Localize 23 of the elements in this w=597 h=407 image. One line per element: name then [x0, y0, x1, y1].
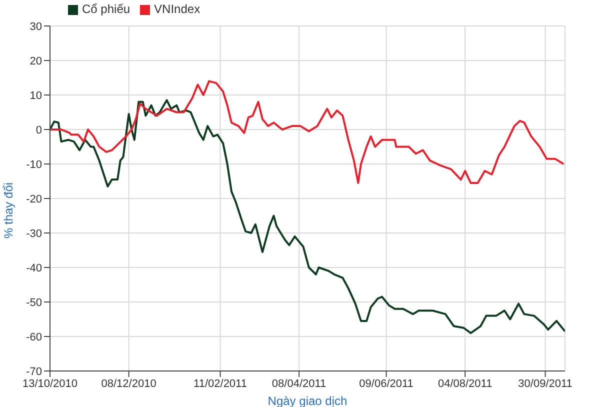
x-tick-label: 11/02/2011: [194, 378, 247, 390]
x-tick-label: 08/12/2010: [101, 378, 156, 390]
line-series: [50, 99, 565, 334]
y-tick-label: 30: [30, 20, 42, 33]
y-tick-label: -10: [26, 158, 42, 171]
y-tick-label: -30: [26, 228, 42, 240]
line-series: [50, 80, 565, 184]
y-tick-label: -50: [26, 296, 42, 309]
legend-label: Cổ phiếu: [82, 2, 130, 16]
x-tick-label: 09/06/2011: [359, 378, 414, 390]
y-tick-label: -70: [26, 366, 42, 378]
y-tick-label: -40: [26, 262, 42, 274]
x-tick-label: 08/04/2011: [272, 378, 326, 390]
legend-label: VNIndex: [154, 2, 200, 16]
x-tick-label: 04/08/2011: [438, 378, 492, 390]
x-tick-label: 13/10/2010: [22, 378, 78, 390]
x-tick-label: 30/09/2011: [518, 378, 572, 390]
y-tick-label: -20: [26, 193, 42, 206]
y-tick-label: 10: [30, 90, 42, 102]
y-tick-label: -60: [26, 331, 42, 344]
y-tick-label: 20: [30, 55, 42, 68]
y-tick-label: 0: [36, 124, 42, 136]
y-axis-title: % thay đổi: [1, 182, 16, 238]
